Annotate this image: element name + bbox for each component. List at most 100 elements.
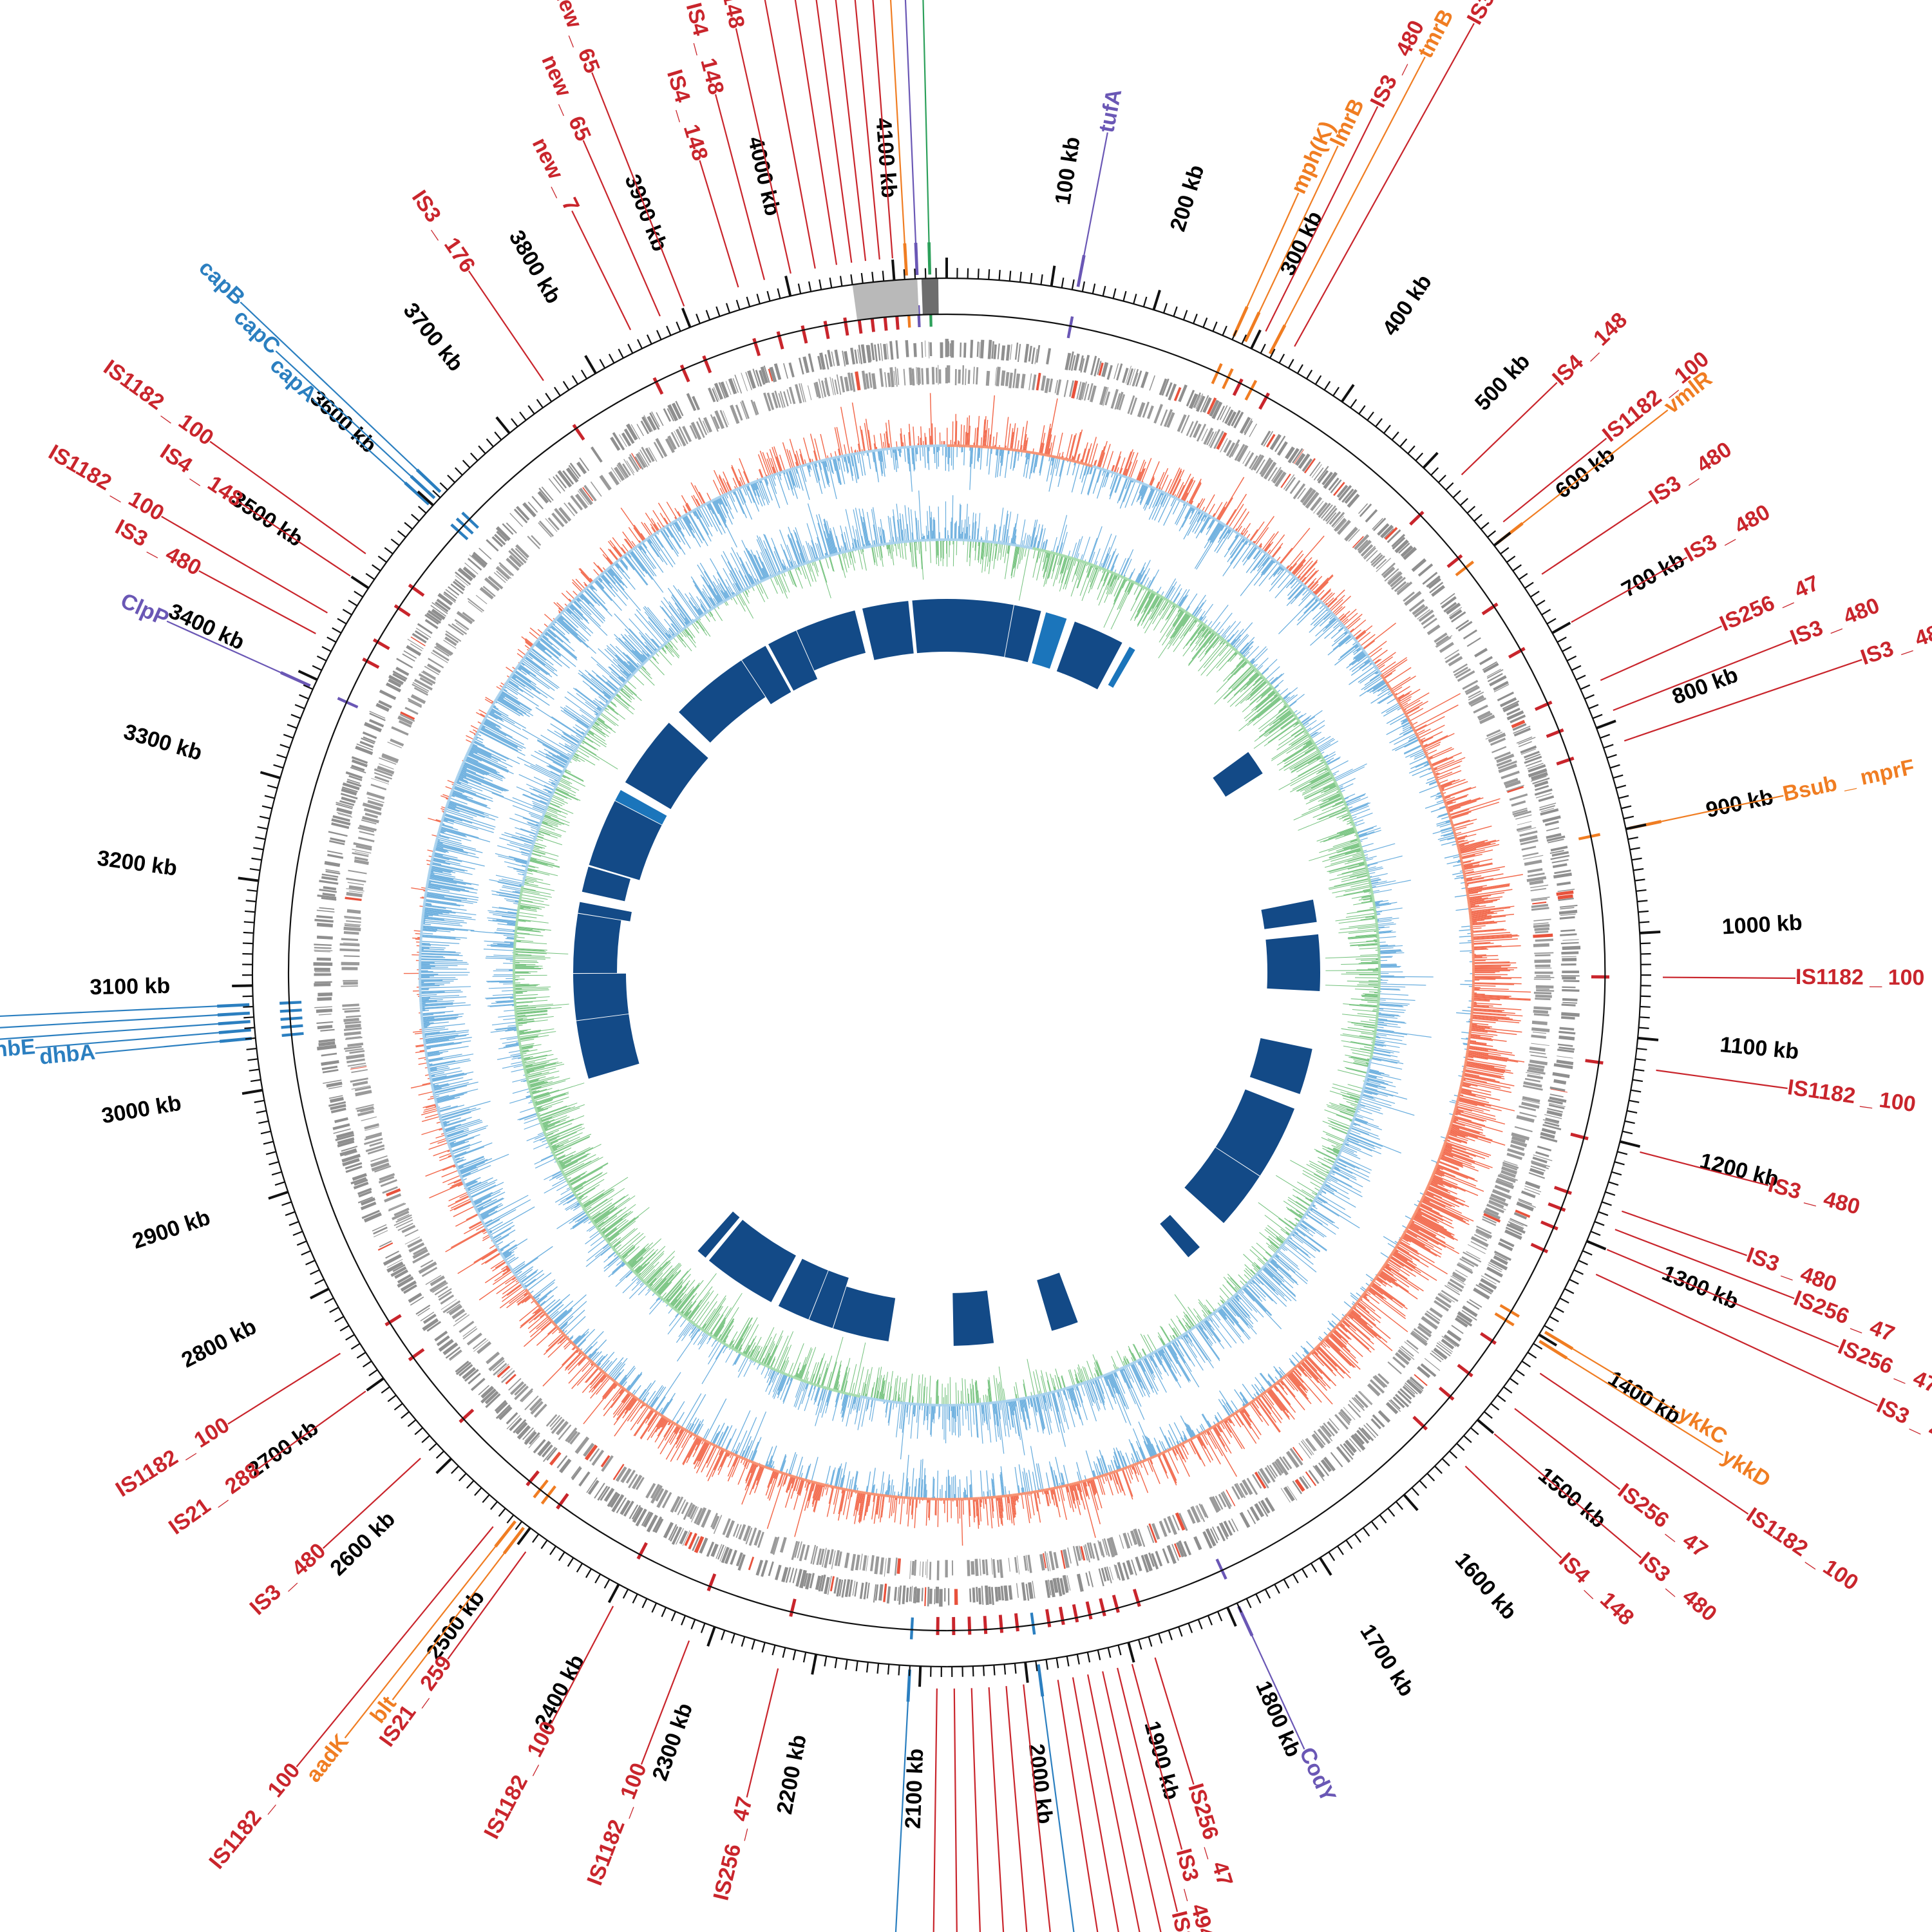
cds-feature-highlight bbox=[694, 1536, 705, 1553]
gc-content-positive-bar bbox=[562, 1348, 579, 1366]
cds-feature bbox=[1045, 1551, 1050, 1571]
gc-content-positive-bar bbox=[403, 972, 421, 974]
cds-feature bbox=[939, 1589, 943, 1607]
cds-feature bbox=[1459, 1258, 1475, 1267]
cds-feature bbox=[1520, 1190, 1536, 1198]
cds-feature bbox=[1217, 405, 1225, 421]
cds-feature bbox=[486, 1351, 500, 1365]
cds-feature bbox=[841, 1579, 847, 1598]
cds-feature-highlight bbox=[1483, 1213, 1501, 1223]
cds-feature bbox=[844, 351, 849, 365]
cds-feature bbox=[328, 831, 348, 837]
cds-feature-highlight bbox=[549, 1452, 562, 1466]
gc-content-positive-bar bbox=[906, 1497, 909, 1515]
gene-marker-inner bbox=[281, 1032, 304, 1037]
cds-feature-highlight bbox=[400, 711, 415, 720]
cds-feature bbox=[1387, 529, 1401, 544]
cds-feature bbox=[914, 1586, 917, 1604]
cds-feature bbox=[747, 370, 757, 389]
cds-feature bbox=[1101, 1567, 1107, 1582]
cds-feature bbox=[1172, 1514, 1180, 1531]
gc-content-negative-bar bbox=[1285, 577, 1296, 589]
cds-feature bbox=[1431, 585, 1445, 597]
cds-feature bbox=[354, 856, 368, 862]
cds-feature bbox=[1488, 732, 1506, 743]
cds-feature bbox=[1159, 1520, 1168, 1537]
cds-feature bbox=[1557, 889, 1575, 892]
cds-feature bbox=[438, 1291, 452, 1301]
cds-feature bbox=[342, 1003, 359, 1007]
cds-feature bbox=[1531, 772, 1548, 781]
cds-feature bbox=[1449, 607, 1463, 617]
cds-feature bbox=[527, 535, 540, 549]
cds-feature bbox=[1067, 1547, 1072, 1564]
cds-feature bbox=[361, 1209, 380, 1220]
cds-feature bbox=[925, 1561, 927, 1575]
cds-feature bbox=[1473, 1287, 1490, 1300]
cds-feature bbox=[362, 731, 377, 739]
cds-feature bbox=[1263, 431, 1274, 447]
gc-content-positive-bar bbox=[529, 631, 539, 640]
gc-content-positive-bar bbox=[837, 1489, 845, 1521]
cds-feature bbox=[400, 1280, 417, 1292]
cds-feature bbox=[361, 737, 375, 744]
cds-feature bbox=[497, 565, 512, 579]
cds-feature bbox=[462, 612, 475, 622]
cds-feature bbox=[1176, 1542, 1185, 1558]
cds-feature bbox=[443, 591, 457, 602]
cds-feature bbox=[1517, 820, 1532, 826]
cds-feature-highlight bbox=[505, 1374, 516, 1385]
gc-content-positive-bar bbox=[418, 1091, 434, 1096]
cds-feature bbox=[816, 1548, 822, 1566]
cds-feature bbox=[1533, 1013, 1549, 1017]
gc-content-positive-bar bbox=[1362, 622, 1397, 650]
cds-feature bbox=[1246, 1477, 1258, 1495]
cds-feature bbox=[317, 992, 333, 997]
cds-feature bbox=[1461, 1256, 1479, 1267]
cds-feature bbox=[455, 575, 469, 587]
cds-feature bbox=[524, 1431, 537, 1445]
cds-feature bbox=[1196, 1505, 1206, 1522]
cds-feature bbox=[1468, 695, 1484, 706]
cds-feature bbox=[1223, 1520, 1233, 1536]
cds-feature bbox=[1298, 1443, 1311, 1459]
cds-feature bbox=[938, 369, 942, 384]
gc-content-positive-bar bbox=[1065, 434, 1073, 460]
cds-feature bbox=[569, 462, 582, 477]
cds-feature bbox=[945, 367, 949, 384]
gc-content-positive-bar bbox=[1046, 398, 1058, 455]
cds-feature bbox=[929, 1562, 932, 1580]
cds-feature bbox=[1052, 1578, 1059, 1593]
gc-content-negative-bar bbox=[481, 1195, 529, 1221]
gc-content-negative-bar bbox=[1139, 1446, 1146, 1461]
cds-feature bbox=[651, 411, 660, 427]
cds-feature bbox=[735, 1552, 743, 1567]
gc-content-positive-bar bbox=[492, 1271, 513, 1285]
cds-feature bbox=[1528, 1172, 1546, 1179]
cds-feature bbox=[1439, 1292, 1455, 1303]
cds-feature bbox=[1239, 1482, 1249, 1496]
gc-content-negative-bar bbox=[1081, 464, 1088, 483]
gc-content-negative-bar bbox=[442, 1117, 461, 1124]
cds-feature bbox=[725, 1520, 735, 1539]
cds-feature bbox=[1116, 392, 1124, 410]
gc-content-negative-bar bbox=[558, 616, 586, 642]
cds-feature bbox=[1085, 1572, 1090, 1586]
gc-content-negative-bar bbox=[1247, 547, 1258, 560]
cds-feature bbox=[553, 476, 565, 492]
cds-feature bbox=[1535, 938, 1554, 942]
cds-feature bbox=[347, 882, 365, 886]
cds-feature bbox=[412, 1252, 430, 1264]
cds-feature bbox=[317, 894, 337, 899]
gc-content-positive-bar bbox=[1271, 546, 1282, 559]
cds-feature bbox=[945, 339, 949, 357]
gene-marker-inner bbox=[909, 1617, 914, 1640]
gc-content-negative-bar bbox=[1059, 459, 1065, 477]
cds-feature-highlight bbox=[631, 453, 641, 469]
cds-feature bbox=[342, 786, 358, 793]
cds-feature bbox=[1559, 916, 1575, 920]
cds-feature bbox=[833, 1577, 838, 1594]
cds-feature bbox=[993, 344, 997, 359]
cds-feature bbox=[1227, 1520, 1236, 1533]
cds-feature bbox=[1130, 397, 1138, 415]
